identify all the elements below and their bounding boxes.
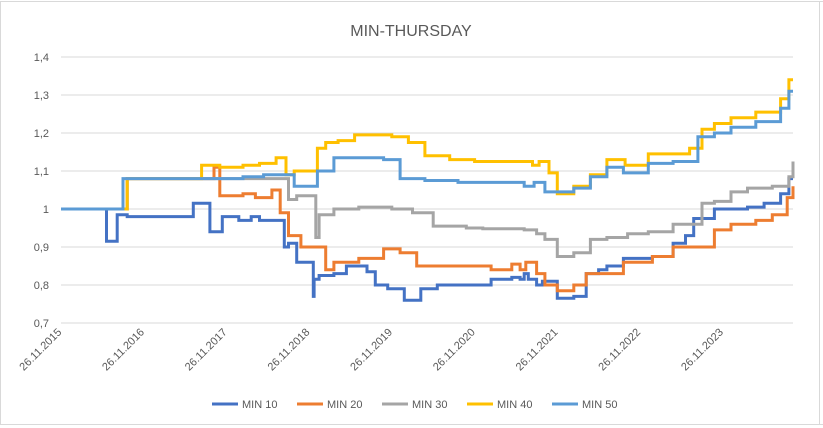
y-tick-label: 1,3: [34, 90, 49, 102]
y-tick-label: 1: [43, 204, 49, 216]
x-tick-label: 26.11.2023: [679, 326, 726, 373]
chart-frame-top: [0, 1, 823, 2]
series-line-min-40: [61, 78, 793, 211]
legend: MIN 10 MIN 20 MIN 30 MIN 40 MIN 50: [212, 399, 617, 411]
y-tick-label: 0,8: [34, 280, 49, 292]
x-tick-label: 26.11.2015: [17, 326, 64, 373]
legend-label: MIN 10: [242, 399, 277, 411]
series-line-min-50: [61, 89, 793, 211]
chart-title: MIN-THURSDAY: [350, 23, 472, 40]
y-tick-label: 1,4: [34, 52, 49, 64]
legend-label: MIN 30: [412, 399, 447, 411]
x-tick-label: 26.11.2021: [514, 326, 561, 373]
x-tick-label: 26.11.2018: [266, 326, 313, 373]
series-lines: [61, 78, 795, 302]
legend-label: MIN 40: [497, 399, 532, 411]
chart-frame-right: [819, 1, 820, 425]
y-axis-ticks: 0,7 0,8 0,9 1 1,1 1,2 1,3 1,4: [34, 52, 49, 330]
x-axis-ticks: 26.11.2015 26.11.2016 26.11.2017 26.11.2018…: [17, 326, 726, 373]
series-line-min-30: [61, 161, 795, 258]
chart-frame-bottom: [0, 424, 823, 425]
y-tick-label: 0,7: [34, 318, 49, 330]
series-line-min-10: [61, 177, 793, 302]
x-tick-label: 26.11.2022: [596, 326, 643, 373]
legend-label: MIN 50: [582, 399, 617, 411]
x-tick-label: 26.11.2020: [431, 326, 478, 373]
x-tick-label: 26.11.2019: [348, 326, 395, 373]
y-tick-label: 0,9: [34, 242, 49, 254]
y-tick-label: 1,2: [34, 128, 49, 140]
x-tick-label: 26.11.2017: [183, 326, 230, 373]
series-line-min-20: [61, 165, 795, 293]
chart-frame-left: [0, 1, 1, 425]
x-tick-label: 26.11.2016: [100, 326, 147, 373]
legend-label: MIN 20: [327, 399, 362, 411]
y-tick-label: 1,1: [34, 166, 49, 178]
gridlines: [61, 56, 793, 324]
